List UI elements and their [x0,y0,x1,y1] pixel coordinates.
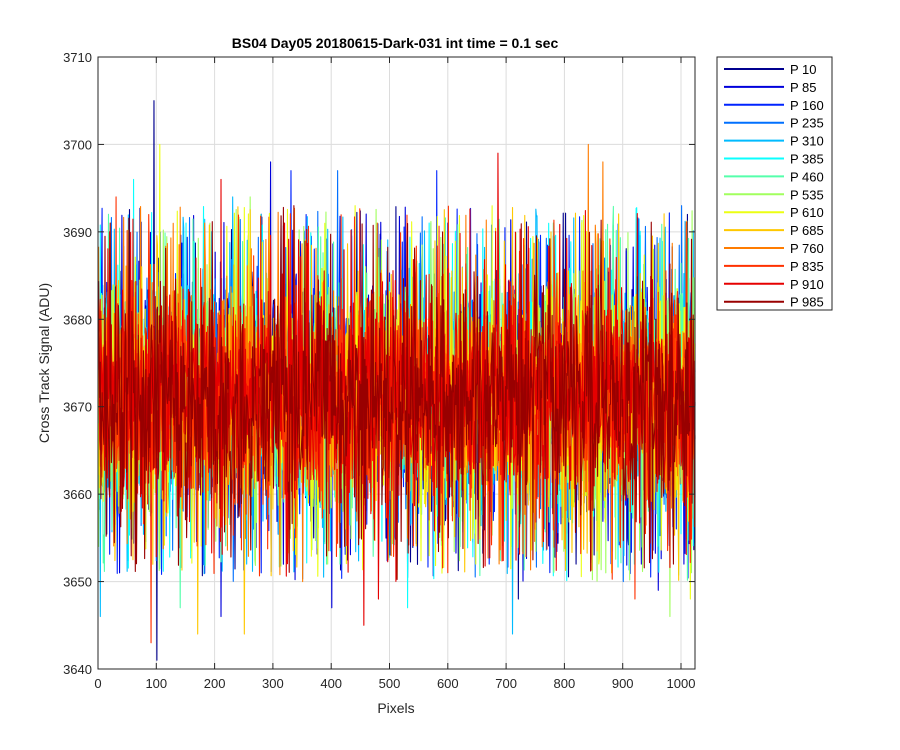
y-tick-label: 3690 [63,225,92,240]
legend-entry: P 760 [724,241,824,256]
legend-label: P 385 [790,152,824,167]
y-tick-label: 3670 [63,400,92,415]
x-tick-label: 600 [437,676,459,691]
legend-entry: P 610 [724,205,824,220]
x-axis-label: Pixels [377,700,414,716]
y-tick-label: 3680 [63,312,92,327]
legend-label: P 235 [790,116,824,131]
legend-entry: P 385 [724,152,824,167]
axes-box [97,56,696,670]
legend-entry: P 535 [724,187,824,202]
legend-entry: P 10 [724,62,817,77]
y-tick-label: 3710 [63,50,92,65]
legend-label: P 160 [790,98,824,113]
legend-entries: P 10 P 85 P 160 P 235 P 310 P 385 P 460 P 535 P … [724,62,824,310]
x-tick-label: 800 [554,676,576,691]
series-layer [98,100,696,661]
legend-box [716,56,833,311]
legend-label: P 760 [790,241,824,256]
legend-label: P 460 [790,169,824,184]
legend-label: P 535 [790,187,824,202]
legend-entry: P 985 [724,295,824,310]
x-tick-label: 500 [379,676,401,691]
x-tick-label: 300 [262,676,284,691]
x-tick-label: 1000 [667,676,696,691]
legend-entry: P 235 [724,116,824,131]
x-tick-label: 200 [204,676,226,691]
x-tick-label: 900 [612,676,634,691]
legend-label: P 310 [790,134,824,149]
legend-label: P 10 [790,62,817,77]
y-tick-label: 3700 [63,137,92,152]
legend-entry: P 160 [724,98,824,113]
legend-entry: P 910 [724,277,824,292]
legend-label: P 910 [790,277,824,292]
legend-label: P 685 [790,223,824,238]
legend-entry: P 310 [724,134,824,149]
y-tick-label: 3660 [63,487,92,502]
x-tick-label: 400 [320,676,342,691]
legend-label: P 85 [790,80,817,95]
tick-marks [97,56,695,670]
legend-label: P 835 [790,259,824,274]
y-tick-label: 3640 [63,662,92,677]
y-tick-label: 3650 [63,575,92,590]
legend-entry: P 85 [724,80,817,95]
plot-area: 0 100 200 300 400 500 600 700 800 900 1000 3640 365… [63,50,696,691]
x-tick-label: 100 [145,676,167,691]
legend: P 10 P 85 P 160 P 235 P 310 P 385 P 460 P 535 P … [716,56,833,311]
legend-label: P 985 [790,295,824,310]
legend-entry: P 685 [724,223,824,238]
y-tick-labels: 3640 3650 3660 3670 3680 3690 3700 3710 [63,50,92,677]
series-line [98,205,696,580]
x-tick-label: 0 [94,676,101,691]
legend-label: P 610 [790,205,824,220]
x-tick-label: 700 [495,676,517,691]
x-tick-labels: 0 100 200 300 400 500 600 700 800 900 1000 [94,676,695,691]
y-axis-label: Cross Track Signal (ADU) [36,283,52,443]
chart-title: BS04 Day05 20180615-Dark-031 int time = … [232,35,559,51]
legend-entry: P 835 [724,259,824,274]
legend-entry: P 460 [724,169,824,184]
